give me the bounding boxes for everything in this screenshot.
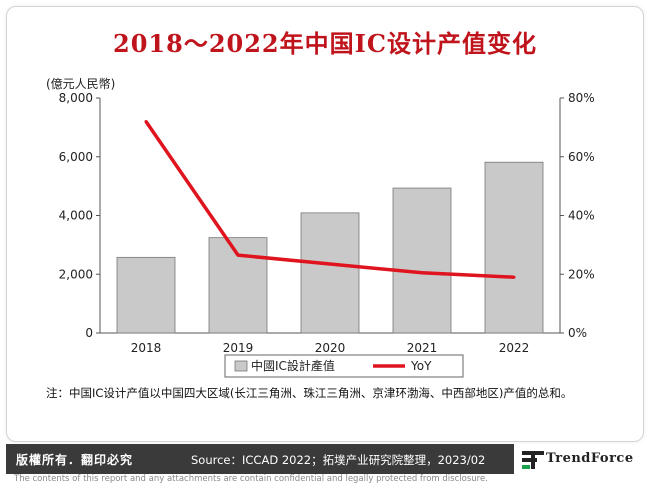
logo-text: TrendForce <box>546 451 634 466</box>
source-text: Source：ICCAD 2022；拓墣产业研究院整理，2023/02 <box>191 453 486 467</box>
x-tick-label: 2020 <box>315 341 346 355</box>
bar <box>392 187 452 334</box>
y-left-tick-label: 6,000 <box>59 150 93 164</box>
yoy-point <box>144 120 148 123</box>
copyright-text: 版權所有．翻印必究 <box>16 453 134 467</box>
y-left-tick-label: 2,000 <box>59 267 93 281</box>
yoy-point <box>328 262 332 266</box>
x-tick-label: 2019 <box>223 341 254 355</box>
y-left-tick-label: 4,000 <box>59 209 93 223</box>
y-left-tick-label: 0 <box>85 326 93 340</box>
bar <box>208 237 268 334</box>
x-tick-label: 2021 <box>407 341 438 355</box>
legend-line-label: YoY <box>410 359 432 373</box>
y-left-tick-label: 8,000 <box>59 91 93 105</box>
legend-bar-swatch <box>234 360 248 372</box>
yoy-point <box>236 253 240 257</box>
chart-title: 2018～2022年中国IC设计产值变化 <box>113 29 537 58</box>
y-right-tick-label: 0% <box>568 326 587 340</box>
trendforce-logo: TrendForce <box>514 444 644 474</box>
chart-area: 0 2,000 4,000 6,000 8,000 0% 20% 40% 60% 80% 2018 2… <box>59 91 595 378</box>
bar <box>484 161 544 334</box>
y-axis-unit-label: (億元人民幣) <box>46 77 116 91</box>
y-right-tick-label: 80% <box>568 91 595 105</box>
x-tick-label: 2022 <box>499 341 530 355</box>
bar <box>300 212 360 334</box>
y-right-tick-label: 60% <box>568 150 595 164</box>
legend-box <box>224 354 464 378</box>
bar <box>116 256 176 334</box>
yoy-point <box>512 275 516 279</box>
yoy-point <box>420 271 424 275</box>
chart-note: 注：中国IC设计产值以中国四大区域(长江三角洲、珠江三角洲、京津环渤海、中西部地… <box>46 386 573 400</box>
trendforce-logo-mark-icon <box>522 451 544 469</box>
y-right-tick-label: 40% <box>568 209 595 223</box>
legend-bar-label: 中國IC設計產值 <box>251 358 335 373</box>
x-tick-label: 2018 <box>131 341 162 355</box>
footer-bar: 版權所有．翻印必究 Source：ICCAD 2022；拓墣产业研究院整理，20… <box>6 444 644 474</box>
y-right-tick-label: 20% <box>568 267 595 281</box>
disclaimer-text: The contents of this report and any atta… <box>14 474 488 484</box>
